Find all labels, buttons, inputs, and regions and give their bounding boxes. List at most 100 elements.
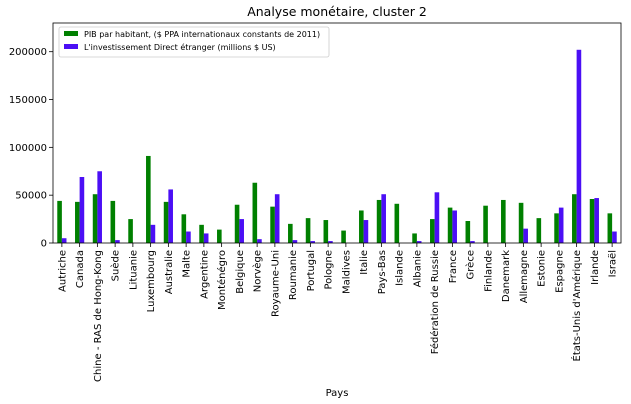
bar-gdp [252,182,258,243]
x-tick-label: Albanie [412,250,423,287]
x-tick-label: Danemark [501,250,512,302]
bar-gdp [572,194,577,243]
bar-gdp [589,199,595,243]
x-tick-label: Monténégro [216,250,228,310]
bar-fdi [150,224,156,243]
legend-label-fdi: L'investissement Direct étranger (millio… [84,42,276,52]
bar-fdi [434,192,440,243]
x-tick-label: Estonie [537,250,548,287]
x-tick-label: Roumanie [288,250,299,300]
bar-gdp [430,219,435,243]
bar-gdp [554,213,559,243]
bar-gdp [110,200,116,243]
bar-gdp [57,200,62,243]
bar-fdi [257,239,262,243]
bar-gdp [483,205,488,243]
x-axis: Autriche Canada Chine - RAS de Hong-Kong Su… [57,243,619,382]
x-tick-label: Norvège [252,250,264,292]
bar-fdi [594,198,599,243]
x-tick-label: Israël [608,250,619,277]
legend: PIB par habitant, ($ PPA internationaux … [58,26,330,58]
bar-fdi [523,228,528,243]
bar-fdi [79,177,85,243]
bar-fdi [61,238,67,243]
bar-fdi [452,210,457,243]
bar-fdi [186,231,191,243]
bar-fdi [203,233,209,243]
bar-gdp [323,220,329,243]
bar-fdi [381,194,386,243]
bar-gdp [536,218,542,243]
x-tick-label: Grèce [465,250,477,279]
bar-gdp [92,194,98,243]
x-tick-label: Italie [359,250,370,275]
bar-fdi [470,241,475,243]
legend-swatch-fdi [64,44,78,49]
x-tick-label: Argentine [199,250,210,299]
bars [57,49,617,243]
legend-label-gdp: PIB par habitant, ($ PPA internationaux … [84,30,320,39]
bar-fdi [292,240,298,243]
bar-fdi [310,241,315,243]
bar-fdi [239,219,244,243]
bar-fdi [274,194,280,243]
x-tick-label: Irlande [590,250,601,285]
x-tick-label: France [448,250,459,283]
bar-gdp [412,233,417,243]
bar-gdp [376,199,382,243]
bar-gdp [447,207,453,243]
x-tick-label: Pologne [324,250,335,290]
x-tick-label: Australie [164,250,175,294]
bar-gdp [288,223,293,243]
bar-gdp [146,155,151,243]
bar-gdp [199,224,204,243]
x-tick-label: Fédération de Russie [429,250,441,354]
bar-gdp [234,204,240,243]
bar-gdp [305,218,311,243]
bar-fdi [97,171,102,243]
bar-gdp [75,201,80,243]
bar-gdp [270,206,275,243]
bar-fdi [558,207,564,243]
bar-gdp [394,203,400,243]
bar-gdp [163,201,169,243]
x-tick-label: États-Unis d'Amérique [570,250,583,362]
bar-gdp [501,199,506,243]
bar-fdi [363,220,369,243]
y-tick-label: 200000 [9,47,47,58]
x-tick-label: Lituanie [128,250,139,290]
x-tick-label: Finlande [483,250,494,292]
x-tick-label: Luxembourg [146,250,157,312]
bar-gdp [607,213,613,243]
bar-fdi [328,241,333,243]
x-axis-label: Pays [326,388,349,399]
x-tick-label: Canada [75,250,86,288]
x-tick-label: Islande [395,250,406,286]
x-tick-label: Belgique [235,250,246,294]
chart-title: Analyse monétaire, cluster 2 [247,4,427,19]
x-tick-label: Maldives [341,250,352,294]
y-tick-label: 50000 [15,191,47,202]
x-tick-label: Allemagne [519,250,530,303]
bar-gdp [217,229,222,243]
y-tick-label: 0 [41,239,47,250]
x-tick-label: Malte [182,250,193,278]
bar-fdi [612,231,617,243]
x-tick-label: Pays-Bas [377,250,388,294]
legend-box [58,26,330,58]
x-tick-label: Autriche [57,250,68,292]
y-tick-label: 100000 [9,143,47,154]
y-axis: 0 50000 100000 150000 200000 [9,47,53,250]
bar-fdi [416,241,422,243]
bar-fdi [115,240,120,243]
bar-gdp [341,230,346,243]
bar-gdp [518,202,524,243]
plot-frame [52,22,622,244]
y-tick-label: 150000 [9,95,47,106]
bar-gdp [359,210,364,243]
legend-swatch-gdp [64,31,78,36]
bar-gdp [465,221,471,243]
x-tick-label: Chine - RAS de Hong-Kong [93,250,104,382]
x-tick-label: Portugal [306,250,317,291]
